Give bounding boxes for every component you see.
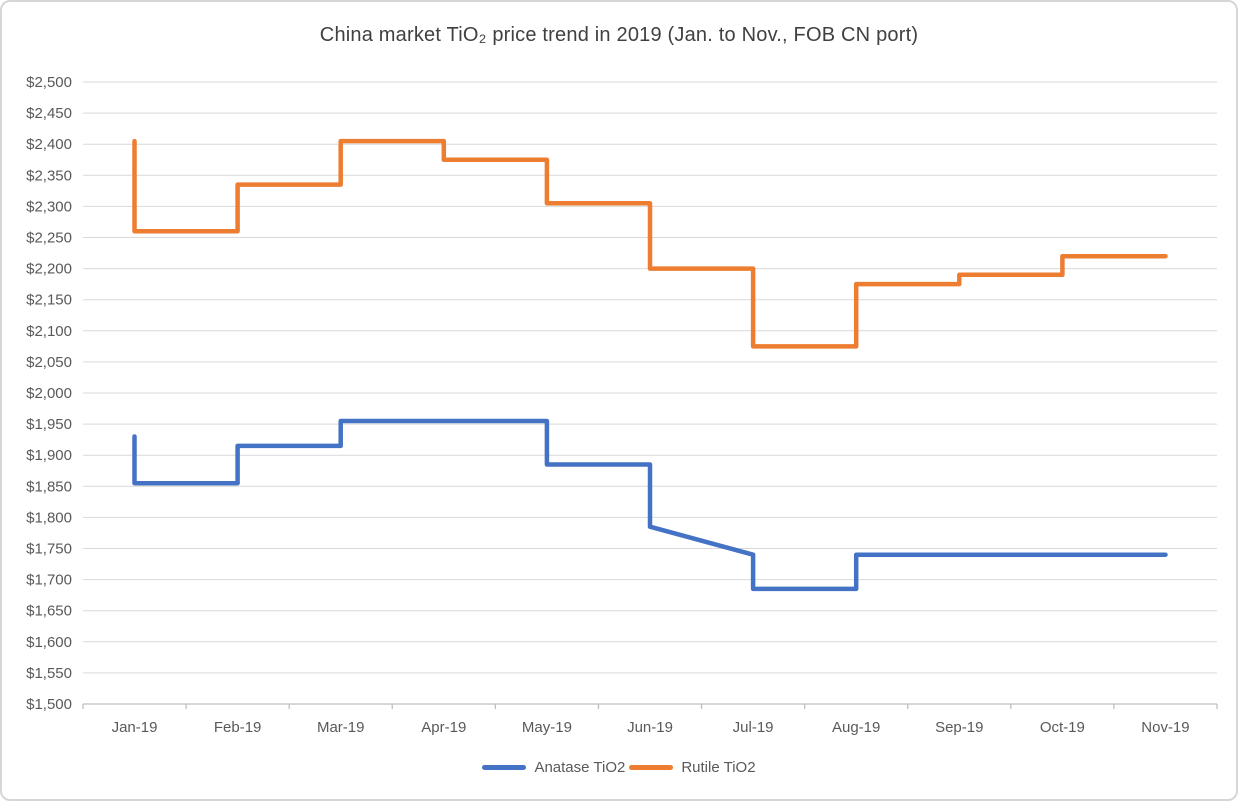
legend-line-swatch-rutile [629,765,674,770]
y-axis-tick-label: $1,800 [26,509,72,526]
y-axis-tick-label: $1,600 [26,634,72,651]
chart-title: China market TiO₂ price trend in 2019 (J… [319,24,919,46]
legend-item-rutile: Rutile TiO2 [629,759,756,776]
y-axis-tick-label: $1,500 [26,696,72,713]
y-axis-tick-label: $2,300 [26,198,72,215]
y-axis-tick-label: $2,400 [26,136,72,153]
legend: Anatase TiO2 Rutile TiO2 [2,759,1236,776]
y-axis-tick-label: $1,550 [26,665,72,682]
y-axis-tick-label: $1,700 [26,572,72,589]
y-axis-tick-label: $2,200 [26,261,72,278]
x-axis-tick-label: Jan-19 [112,719,158,736]
y-axis-tick-label: $2,150 [26,292,72,309]
x-axis-tick-label: May-19 [522,719,572,736]
y-axis-tick-label: $1,850 [26,478,72,495]
legend-label-rutile: Rutile TiO2 [681,759,756,776]
y-axis-tick-label: $2,450 [26,105,72,122]
x-axis-tick-label: Mar-19 [317,719,365,736]
x-axis-tick-label: Jun-19 [627,719,673,736]
legend-line-swatch-anatase [482,765,527,770]
y-axis-tick-label: $2,000 [26,385,72,402]
y-axis-tick-label: $2,350 [26,167,72,184]
x-axis-tick-label: Oct-19 [1040,719,1085,736]
x-axis-tick-label: Nov-19 [1141,719,1189,736]
y-axis-tick-label: $2,050 [26,354,72,371]
legend-item-anatase: Anatase TiO2 [482,759,625,776]
y-axis-tick-label: $2,100 [26,323,72,340]
y-axis-tick-label: $1,900 [26,447,72,464]
y-axis-tick-label: $1,950 [26,416,72,433]
x-axis-tick-label: Apr-19 [421,719,466,736]
x-axis-tick-label: Sep-19 [935,719,983,736]
x-axis-tick-label: Aug-19 [832,719,880,736]
x-axis-tick-label: Feb-19 [214,719,262,736]
y-axis-tick-label: $1,750 [26,541,72,558]
series-line-rutile-tio2 [132,138,1168,349]
y-axis-tick-label: $1,650 [26,603,72,620]
x-axis-tick-label: Jul-19 [733,719,774,736]
legend-label-anatase: Anatase TiO2 [534,759,626,776]
y-axis-tick-label: $2,250 [26,230,72,247]
y-axis-tick-label: $2,500 [26,74,72,91]
series-line-anatase-tio2 [132,418,1168,592]
